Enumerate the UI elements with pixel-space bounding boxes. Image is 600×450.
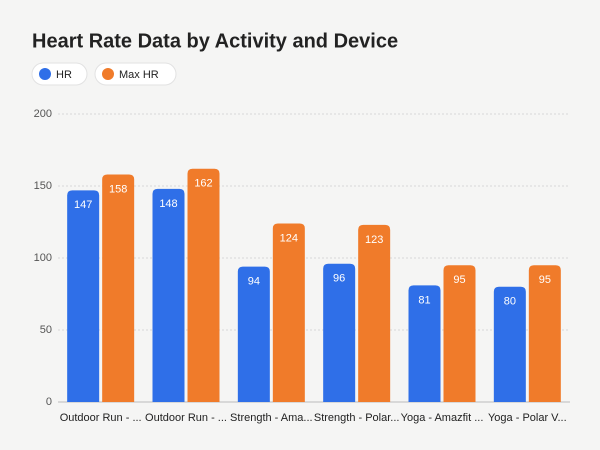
x-tick-label: Outdoor Run - ... <box>145 412 227 424</box>
data-label: 95 <box>453 274 465 286</box>
bar <box>272 223 305 402</box>
y-tick-label: 150 <box>34 180 52 192</box>
legend-swatch <box>102 68 114 80</box>
legend-swatch <box>39 68 51 80</box>
x-tick-label: Yoga - Polar V... <box>488 412 567 424</box>
data-label: 123 <box>365 234 383 246</box>
bar <box>323 263 356 402</box>
data-label: 162 <box>194 178 212 190</box>
data-label: 80 <box>504 296 516 308</box>
y-tick-label: 100 <box>34 252 52 264</box>
y-tick-label: 50 <box>40 324 52 336</box>
bar <box>493 286 526 402</box>
bar <box>187 168 220 402</box>
data-label: 148 <box>159 198 177 210</box>
legend-label: HR <box>56 69 72 81</box>
legend-item <box>94 62 177 86</box>
bar <box>237 266 270 402</box>
y-tick-label: 0 <box>46 396 52 408</box>
data-label: 95 <box>539 274 551 286</box>
x-tick-label: Strength - Ama... <box>230 412 313 424</box>
data-label: 94 <box>248 276 260 288</box>
bar <box>408 285 441 402</box>
legend-label: Max HR <box>119 69 159 81</box>
y-tick-label: 200 <box>34 108 52 120</box>
data-label: 81 <box>418 294 430 306</box>
data-label: 147 <box>74 199 92 211</box>
bar <box>102 174 135 402</box>
bar <box>528 265 561 402</box>
data-label: 158 <box>109 183 127 195</box>
bar <box>443 265 476 402</box>
data-label: 96 <box>333 273 345 285</box>
bar <box>358 224 391 402</box>
x-tick-label: Strength - Polar... <box>314 412 400 424</box>
chart-title: Heart Rate Data by Activity and Device <box>32 30 398 52</box>
bar <box>152 188 185 402</box>
data-label: 124 <box>280 232 298 244</box>
x-tick-label: Outdoor Run - ... <box>60 412 142 424</box>
x-tick-label: Yoga - Amazfit ... <box>401 412 484 424</box>
bar <box>67 190 100 402</box>
